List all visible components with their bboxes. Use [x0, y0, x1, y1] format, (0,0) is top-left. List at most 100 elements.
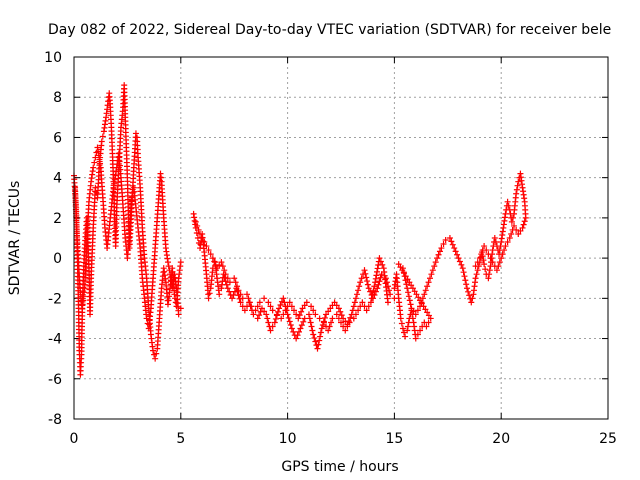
data-point — [446, 235, 453, 241]
data-point — [281, 299, 288, 306]
data-point — [282, 307, 289, 314]
data-point — [489, 259, 496, 266]
data-point — [368, 295, 375, 302]
data-point — [374, 268, 381, 275]
data-point — [153, 350, 160, 357]
data-point — [269, 307, 276, 314]
data-point — [399, 325, 406, 332]
data-point — [418, 299, 425, 306]
y-tick-label: 4 — [53, 171, 62, 187]
y-tick-label: 10 — [44, 50, 62, 66]
data-point — [468, 299, 475, 306]
data-point — [254, 303, 261, 310]
data-point — [250, 311, 257, 318]
data-point — [165, 263, 172, 270]
data-point — [95, 152, 102, 159]
data-point — [197, 230, 204, 237]
data-point — [312, 338, 319, 345]
data-point — [321, 314, 328, 321]
data-point — [150, 347, 157, 354]
data-point — [372, 275, 379, 282]
data-point — [258, 305, 265, 312]
data-point — [315, 341, 322, 348]
data-point — [98, 138, 105, 145]
data-point — [308, 323, 315, 330]
data-point — [425, 312, 432, 319]
data-point — [237, 291, 244, 298]
data-point — [263, 311, 270, 318]
data-point — [520, 221, 527, 228]
y-tick-label: 8 — [53, 90, 62, 106]
data-point — [113, 168, 120, 175]
data-point — [492, 239, 499, 246]
data-point — [454, 251, 461, 258]
data-point — [422, 306, 429, 313]
data-point — [452, 248, 459, 255]
data-point — [473, 271, 480, 278]
data-point — [347, 314, 354, 321]
data-point — [404, 327, 411, 334]
data-point — [371, 283, 378, 290]
data-point — [291, 307, 298, 314]
data-point — [344, 323, 351, 330]
data-point — [461, 273, 468, 280]
data-point — [354, 291, 361, 298]
y-tick-label: -6 — [48, 372, 62, 388]
data-point — [451, 245, 458, 252]
data-point — [195, 226, 202, 233]
data-point — [293, 311, 300, 318]
data-point — [424, 283, 431, 290]
data-point — [111, 176, 118, 183]
data-point — [357, 279, 364, 286]
data-point — [456, 258, 463, 265]
data-point — [364, 278, 371, 285]
data-point — [216, 262, 223, 269]
data-point — [404, 323, 411, 330]
data-point — [326, 323, 333, 330]
data-point — [92, 154, 99, 161]
data-point — [458, 261, 465, 268]
data-point — [401, 273, 408, 280]
data-point — [346, 319, 353, 326]
data-point — [269, 323, 276, 330]
data-point — [91, 159, 98, 166]
data-point — [349, 307, 356, 314]
data-point — [337, 308, 344, 315]
data-point — [487, 255, 494, 262]
data-point — [295, 315, 302, 322]
data-point — [325, 308, 332, 315]
data-point — [325, 327, 332, 334]
chart-title: Day 082 of 2022, Sidereal Day-to-day VTE… — [48, 22, 611, 38]
data-point — [335, 315, 342, 322]
data-point — [479, 247, 486, 254]
data-point — [261, 308, 268, 315]
data-point — [252, 307, 259, 314]
data-point — [333, 311, 340, 318]
data-point — [465, 288, 472, 295]
data-point — [224, 275, 231, 282]
data-point — [434, 255, 441, 262]
data-point — [372, 279, 379, 286]
y-tick-label: 0 — [53, 251, 62, 267]
data-point — [476, 255, 483, 262]
data-point — [316, 337, 323, 344]
data-point — [485, 251, 492, 258]
data-point — [245, 295, 252, 302]
data-point — [481, 261, 488, 268]
data-point — [207, 251, 214, 258]
data-point — [301, 315, 308, 322]
data-point — [312, 311, 319, 318]
data-point — [232, 279, 239, 286]
data-point — [350, 303, 357, 310]
data-point — [301, 302, 308, 309]
data-point — [203, 243, 210, 250]
data-point — [404, 285, 411, 292]
data-point — [96, 156, 103, 163]
data-point — [398, 320, 405, 327]
data-point — [400, 269, 407, 276]
data-point — [352, 311, 359, 318]
data-point — [234, 283, 241, 290]
data-point — [431, 263, 438, 270]
data-point — [436, 248, 443, 255]
data-point — [472, 275, 479, 282]
